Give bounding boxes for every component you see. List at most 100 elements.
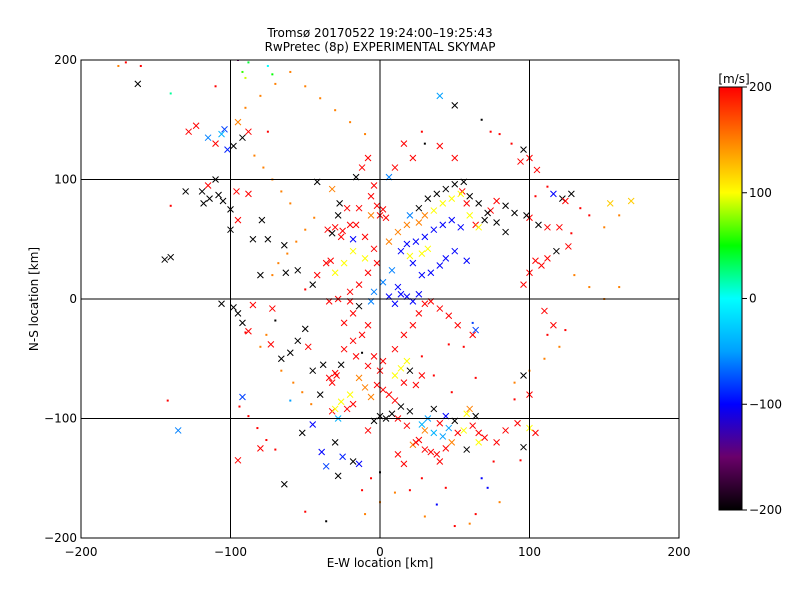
colorbar-label: [m/s] <box>718 72 749 86</box>
scatter-point <box>204 134 212 142</box>
scatter-point <box>408 489 411 492</box>
scatter-point <box>444 486 447 489</box>
x-tick-label: 0 <box>376 545 384 559</box>
scatter-point <box>391 164 399 171</box>
scatter-point <box>463 410 471 418</box>
scatter-point <box>364 133 367 136</box>
scatter-point <box>230 304 237 311</box>
scatter-point <box>262 166 265 169</box>
scatter-point <box>361 384 369 391</box>
scatter-point <box>370 245 378 253</box>
scatter-point <box>349 337 357 345</box>
colorbar-ticks: −200 −100 0 100 200 <box>742 80 782 517</box>
scatter-point <box>568 190 575 198</box>
scatter-point <box>286 349 294 357</box>
scatter-point <box>493 439 500 446</box>
scatter-point <box>161 256 169 263</box>
scatter-point <box>373 259 381 267</box>
scatter-point <box>265 439 268 442</box>
scatter-point <box>304 85 307 88</box>
scatter-point <box>421 446 429 453</box>
scatter-point <box>385 238 393 245</box>
scatter-point <box>457 223 465 231</box>
scatter-point <box>397 403 405 410</box>
scatter-point <box>340 259 348 267</box>
y-tick-label: 200 <box>54 53 77 67</box>
scatter-point <box>588 214 591 217</box>
scatter-point <box>460 427 468 434</box>
scatter-point <box>352 221 360 229</box>
scatter-point <box>249 235 257 243</box>
scatter-point <box>230 142 237 150</box>
scatter-point <box>331 269 339 277</box>
scatter-point <box>550 190 557 198</box>
scatter-point <box>245 190 252 198</box>
scatter-point <box>481 434 489 441</box>
scatter-point <box>406 252 414 260</box>
scatter-point <box>282 269 290 277</box>
scatter-point <box>450 391 453 394</box>
scatter-point <box>257 445 264 452</box>
scatter-point <box>286 252 289 255</box>
scatter-point <box>430 429 438 437</box>
scatter-point <box>361 255 369 262</box>
scatter-point <box>247 415 250 418</box>
scatter-point <box>418 421 426 428</box>
scatter-point <box>474 376 477 379</box>
scatter-point <box>463 257 471 265</box>
chart-subtitle: RwPretec (8p) EXPERIMENTAL SKYMAP <box>265 40 496 54</box>
scatter-point <box>339 453 346 461</box>
colorbar-tick-label: 200 <box>749 80 772 94</box>
scatter-point <box>388 410 396 418</box>
scatter-point <box>511 209 518 217</box>
scatter-point <box>355 460 363 468</box>
scatter-point <box>435 503 438 506</box>
scatter-point <box>292 381 295 384</box>
scatter-point <box>379 386 387 394</box>
scatter-point <box>403 357 411 365</box>
scatter-point <box>310 403 313 406</box>
scatter-point <box>238 405 241 408</box>
scatter-point <box>463 446 471 453</box>
scatter-point <box>451 180 459 188</box>
scatter-point <box>364 321 372 329</box>
scatter-point <box>409 154 417 162</box>
scatter-point <box>367 192 375 200</box>
scatter-point <box>564 329 567 332</box>
scatter-point <box>349 247 357 255</box>
scatter-point <box>412 238 420 245</box>
scatter-point <box>304 288 307 291</box>
scatter-point <box>445 312 453 320</box>
scatter-point <box>245 128 252 136</box>
scatter-point <box>167 253 175 261</box>
scatter-point <box>247 61 250 64</box>
chart-title: Tromsø 20170522 19:24:00–19:25:43 <box>266 26 492 40</box>
scatter-point <box>174 427 182 434</box>
scatter-point <box>337 361 345 369</box>
scatter-point <box>239 319 246 327</box>
scatter-point <box>573 274 576 277</box>
scatter-point <box>447 343 450 346</box>
scatter-point <box>280 241 288 249</box>
colorbar-gradient <box>718 86 743 511</box>
scatter-point <box>340 319 348 327</box>
scatter-point <box>304 228 307 231</box>
scatter-point <box>373 202 381 210</box>
scatter-point <box>544 255 551 262</box>
scatter-point <box>451 154 459 162</box>
scatter-point <box>475 223 483 231</box>
scatter-point <box>471 321 474 324</box>
scatter-point <box>234 456 242 464</box>
scatter-point <box>333 372 340 379</box>
scatter-point <box>309 281 317 289</box>
colorbar: [m/s] −200 −100 0 100 200 <box>718 72 782 517</box>
scatter-point <box>379 278 387 286</box>
scatter-point <box>361 233 369 241</box>
scatter-point <box>436 92 444 100</box>
scatter-point <box>421 211 429 219</box>
scatter-point <box>436 262 444 269</box>
scatter-point <box>415 309 423 317</box>
scatter-point <box>520 443 527 451</box>
scatter-point <box>169 204 172 207</box>
